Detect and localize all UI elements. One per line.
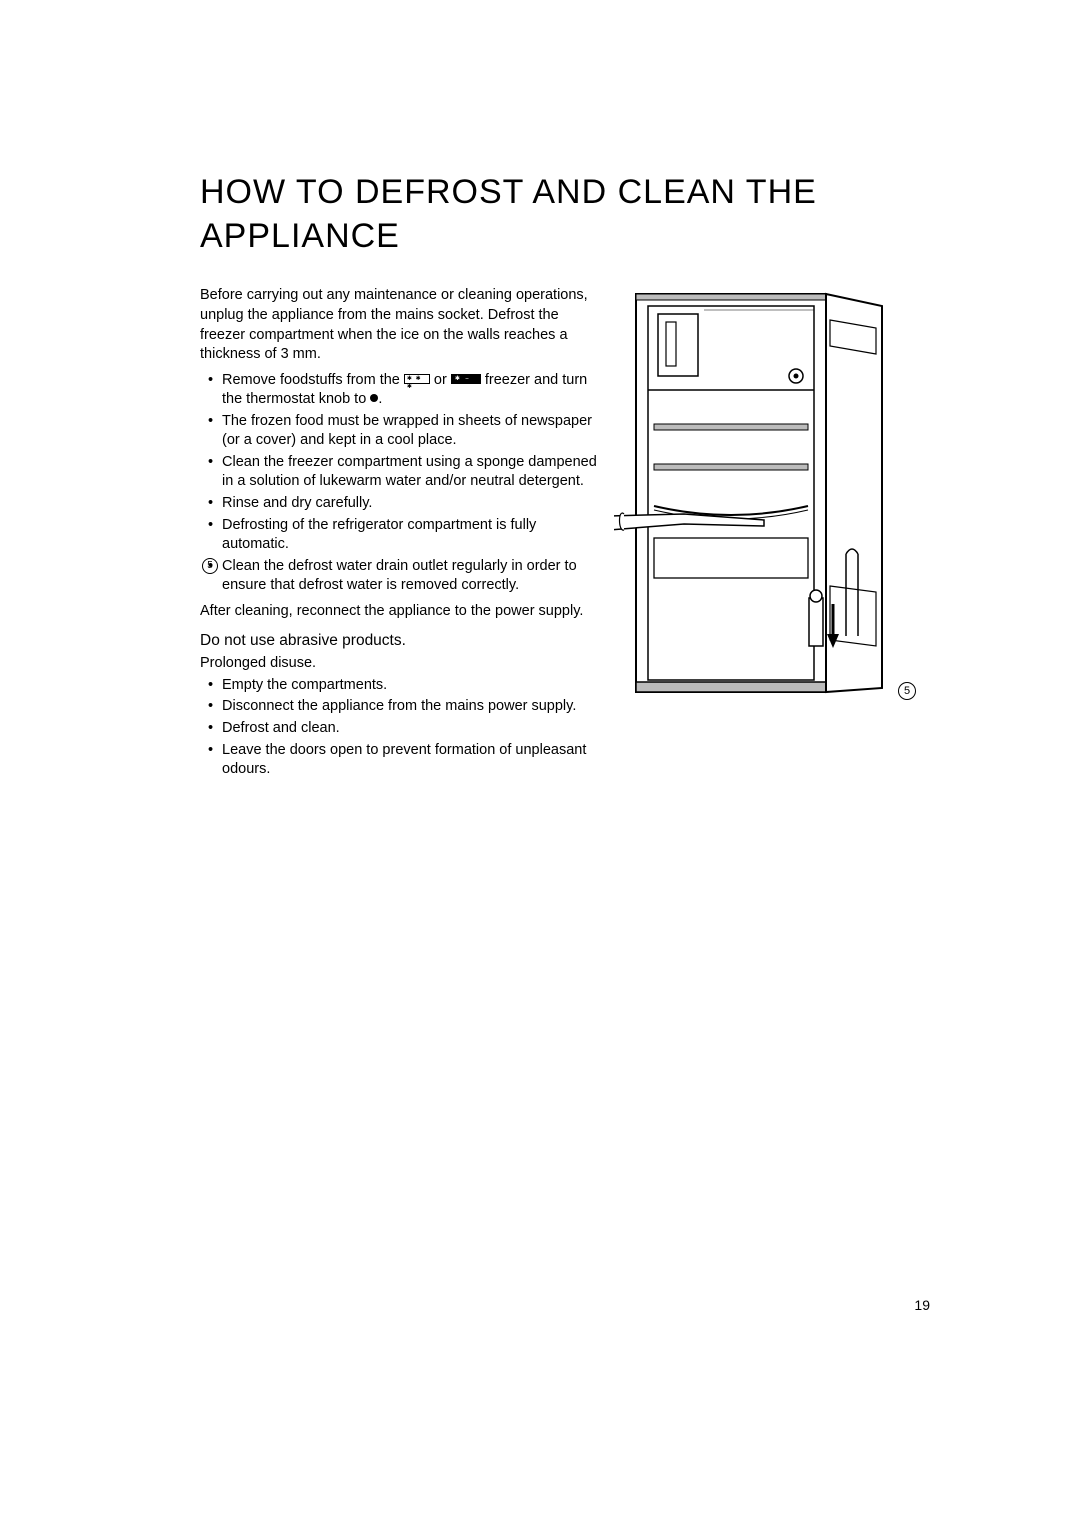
figure-column: 5 xyxy=(614,286,914,706)
list-item: Empty the compartments. xyxy=(200,676,600,696)
page-number: 19 xyxy=(914,1297,930,1313)
content-columns: Before carrying out any maintenance or c… xyxy=(200,286,940,785)
after-paragraph: After cleaning, reconnect the appliance … xyxy=(200,602,600,622)
subheading: Prolonged disuse. xyxy=(200,654,600,674)
list-item: The frozen food must be wrapped in sheet… xyxy=(200,412,600,451)
circled-number-icon: 5 xyxy=(202,558,218,574)
instruction-list-1: Remove foodstuffs from the or freezer an… xyxy=(200,371,600,596)
instruction-list-2: Empty the compartments. Disconnect the a… xyxy=(200,676,600,780)
circled-text: Clean the defrost water drain outlet reg… xyxy=(222,558,577,594)
list-item: Remove foodstuffs from the or freezer an… xyxy=(200,371,600,410)
list-item: Disconnect the appliance from the mains … xyxy=(200,697,600,717)
four-star-icon xyxy=(451,374,481,384)
list-item: Defrost and clean. xyxy=(200,719,600,739)
list-item: Clean the freezer compartment using a sp… xyxy=(200,453,600,492)
li-text-mid: or xyxy=(430,372,451,388)
fridge-diagram-icon xyxy=(614,286,914,706)
three-star-icon xyxy=(404,374,430,384)
page: HOW TO DEFROST AND CLEAN THE APPLIANCE B… xyxy=(0,0,1080,1528)
list-item: Rinse and dry carefully. xyxy=(200,494,600,514)
li-text-pre: Remove foodstuffs from the xyxy=(222,372,404,388)
list-item-circled: 5 Clean the defrost water drain outlet r… xyxy=(200,557,600,596)
list-item: Leave the doors open to prevent formatio… xyxy=(200,741,600,780)
list-item: Defrosting of the refrigerator compartme… xyxy=(200,516,600,555)
intro-paragraph: Before carrying out any maintenance or c… xyxy=(200,286,600,364)
warning-line: Do not use abrasive products. xyxy=(200,631,600,652)
appliance-figure: 5 xyxy=(614,286,914,706)
li-text-end: . xyxy=(378,391,382,407)
text-column: Before carrying out any maintenance or c… xyxy=(200,286,600,785)
page-title: HOW TO DEFROST AND CLEAN THE APPLIANCE xyxy=(200,170,940,258)
